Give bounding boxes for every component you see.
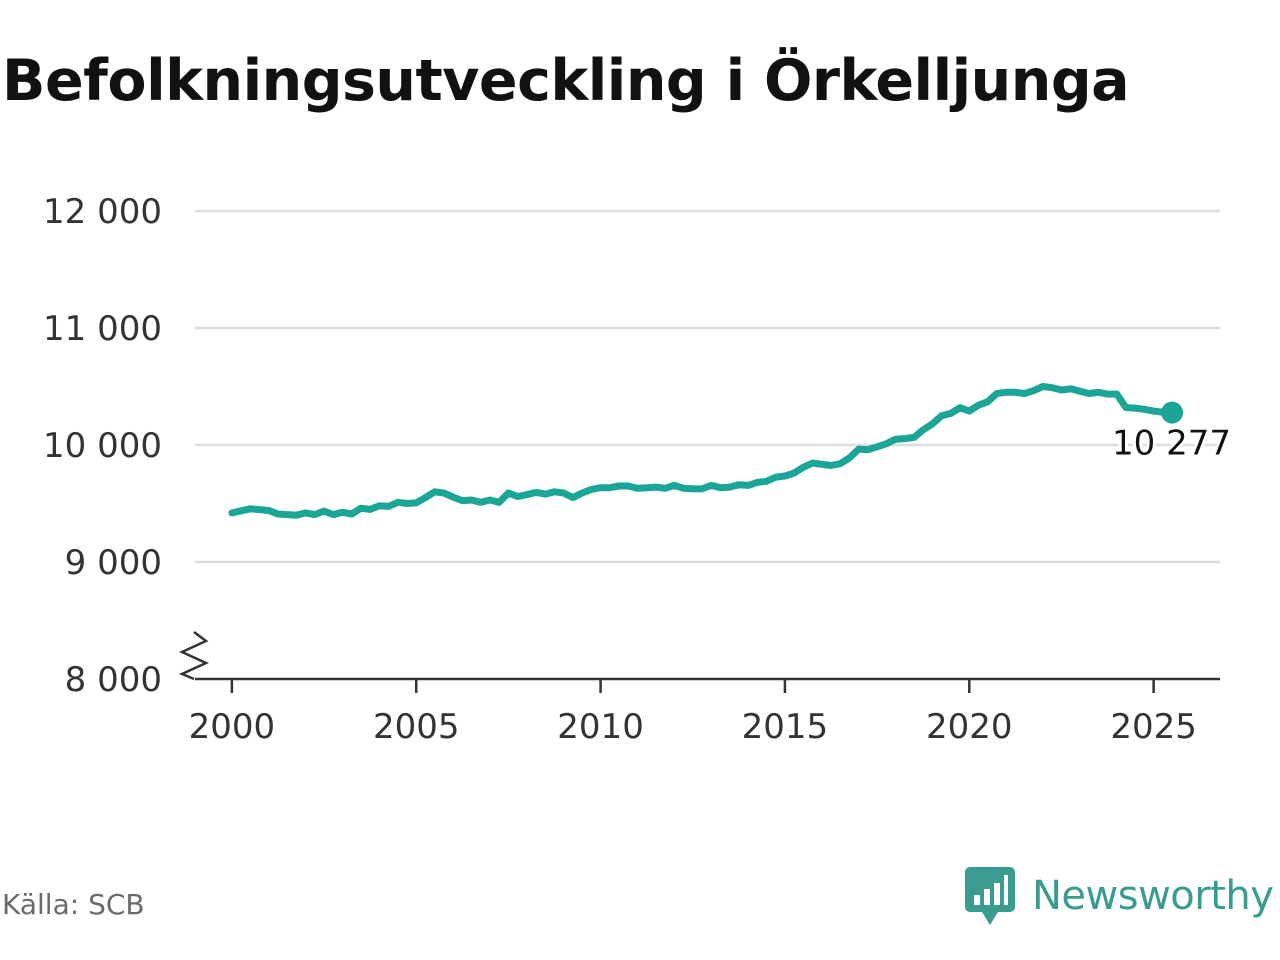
end-value-label: 10 277 <box>1112 424 1231 464</box>
newsworthy-bar-chart-icon <box>965 867 1015 925</box>
end-value-annotation: 10 277 <box>1109 401 1234 467</box>
y-tick-label: 11 000 <box>43 309 162 349</box>
axis-break-icon <box>178 631 210 681</box>
source-label: Källa: SCB <box>2 888 145 921</box>
x-axis <box>178 631 1220 693</box>
x-tick-label: 2005 <box>373 707 460 747</box>
y-tick-label: 10 000 <box>43 426 162 466</box>
newsworthy-logo[interactable]: Newsworthy <box>964 864 1274 928</box>
y-tick-label: 12 000 <box>43 192 162 232</box>
y-tick-label: 9 000 <box>65 543 162 583</box>
line-chart: 8 000 9 000 10 000 11 000 12 000 2000 2005 201… <box>43 192 1234 747</box>
brand-name: Newsworthy <box>1032 873 1274 919</box>
grid-lines <box>195 209 1220 564</box>
end-point-marker <box>1161 401 1184 424</box>
x-axis-tick-labels: 2000 2005 2010 2015 2020 2025 <box>189 707 1197 747</box>
population-line <box>228 383 1176 519</box>
x-tick-label: 2010 <box>557 707 644 747</box>
x-tick-label: 2020 <box>926 707 1013 747</box>
y-axis-tick-labels: 8 000 9 000 10 000 11 000 12 000 <box>43 192 162 700</box>
population-series <box>228 383 1176 519</box>
x-tick-label: 2015 <box>742 707 829 747</box>
x-tick-label: 2000 <box>189 707 276 747</box>
x-tick-label: 2025 <box>1110 707 1197 747</box>
chart-title: Befolkningsutveckling i Örkelljunga <box>2 48 1130 114</box>
y-tick-label: 8 000 <box>65 660 162 700</box>
